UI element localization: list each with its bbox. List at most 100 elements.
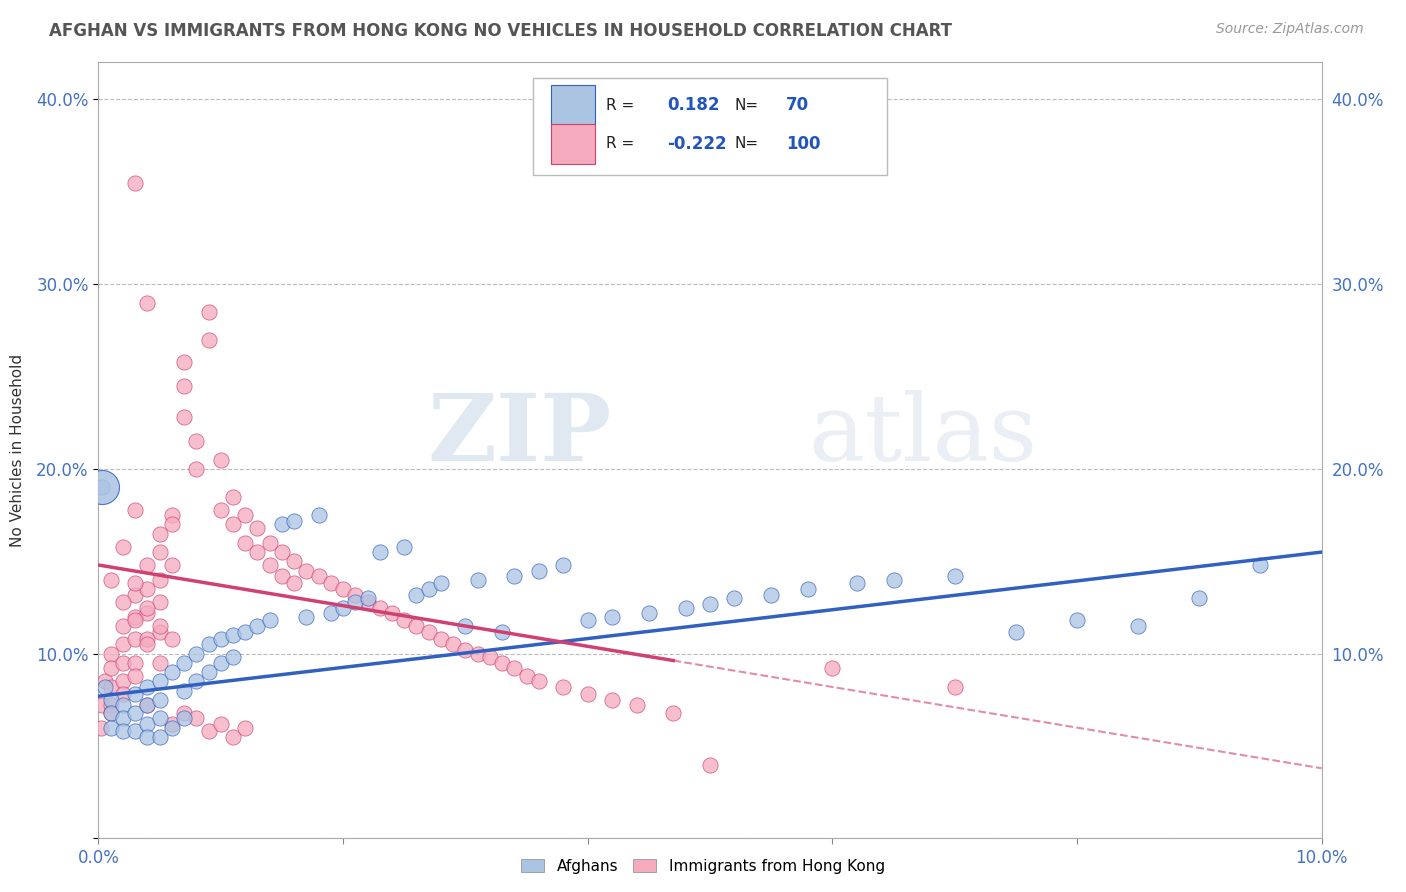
Point <box>454 643 477 657</box>
Point <box>319 606 342 620</box>
Point <box>381 606 404 620</box>
Point <box>503 661 526 675</box>
Point <box>405 619 427 633</box>
Point <box>209 632 232 646</box>
Point <box>478 650 501 665</box>
Point <box>186 647 208 661</box>
Point <box>197 305 219 319</box>
Point <box>136 680 159 694</box>
Point <box>124 724 146 739</box>
Point <box>222 628 245 642</box>
Point <box>197 665 219 680</box>
Point <box>270 569 292 583</box>
Point <box>124 576 146 591</box>
Point <box>222 650 245 665</box>
Point <box>160 632 183 646</box>
Point <box>149 526 172 541</box>
Point <box>173 706 195 720</box>
Point <box>149 619 172 633</box>
Point <box>675 600 697 615</box>
Point <box>283 576 305 591</box>
Point <box>173 711 195 725</box>
Point <box>173 683 195 698</box>
Text: R =: R = <box>606 97 634 112</box>
Point <box>344 588 367 602</box>
Point <box>173 379 195 393</box>
Point <box>136 632 159 646</box>
Point <box>759 588 782 602</box>
Point <box>111 674 134 689</box>
Point <box>149 693 172 707</box>
Point <box>136 558 159 572</box>
Text: atlas: atlas <box>808 390 1038 480</box>
Point <box>124 669 146 683</box>
Point <box>93 674 115 689</box>
FancyBboxPatch shape <box>551 85 595 125</box>
Point <box>723 591 745 606</box>
Point <box>111 698 134 713</box>
Point <box>1249 558 1271 572</box>
Point <box>124 706 146 720</box>
Point <box>246 521 269 535</box>
Point <box>111 595 134 609</box>
Point <box>149 730 172 744</box>
Point <box>136 698 159 713</box>
Point <box>527 564 550 578</box>
Point <box>149 573 172 587</box>
Point <box>283 514 305 528</box>
Point <box>467 573 489 587</box>
Point <box>270 517 292 532</box>
Point <box>553 680 575 694</box>
Point <box>124 609 146 624</box>
Point <box>100 693 122 707</box>
Point <box>270 545 292 559</box>
Point <box>797 582 820 596</box>
Point <box>136 606 159 620</box>
Point <box>124 614 146 628</box>
Point <box>111 638 134 652</box>
Point <box>467 647 489 661</box>
Point <box>553 558 575 572</box>
Text: N=: N= <box>734 97 759 112</box>
Point <box>883 573 905 587</box>
Point <box>111 687 134 701</box>
Point <box>124 176 146 190</box>
Point <box>233 624 256 639</box>
Point <box>943 569 966 583</box>
Point <box>100 680 122 694</box>
Point <box>91 698 114 713</box>
Point <box>295 564 318 578</box>
Point <box>392 614 416 628</box>
Text: Source: ZipAtlas.com: Source: ZipAtlas.com <box>1216 22 1364 37</box>
Point <box>160 721 183 735</box>
Point <box>259 614 281 628</box>
Point <box>344 595 367 609</box>
Point <box>173 656 195 670</box>
Point <box>222 517 245 532</box>
Point <box>392 540 416 554</box>
Point <box>308 569 330 583</box>
Point <box>111 656 134 670</box>
Point <box>173 410 195 425</box>
Point <box>186 462 208 476</box>
Point <box>246 619 269 633</box>
Text: N=: N= <box>734 136 759 152</box>
Point <box>136 730 159 744</box>
Point <box>308 508 330 523</box>
Point <box>699 597 721 611</box>
Point <box>160 665 183 680</box>
Point <box>1066 614 1088 628</box>
Point <box>222 490 245 504</box>
Point <box>662 706 685 720</box>
Text: AFGHAN VS IMMIGRANTS FROM HONG KONG NO VEHICLES IN HOUSEHOLD CORRELATION CHART: AFGHAN VS IMMIGRANTS FROM HONG KONG NO V… <box>49 22 952 40</box>
Point <box>124 502 146 516</box>
Point <box>90 721 112 735</box>
Point <box>626 698 648 713</box>
Point <box>197 333 219 347</box>
Point <box>699 757 721 772</box>
Point <box>160 717 183 731</box>
Point <box>100 706 122 720</box>
Point <box>943 680 966 694</box>
Point <box>491 624 513 639</box>
Point <box>1004 624 1026 639</box>
